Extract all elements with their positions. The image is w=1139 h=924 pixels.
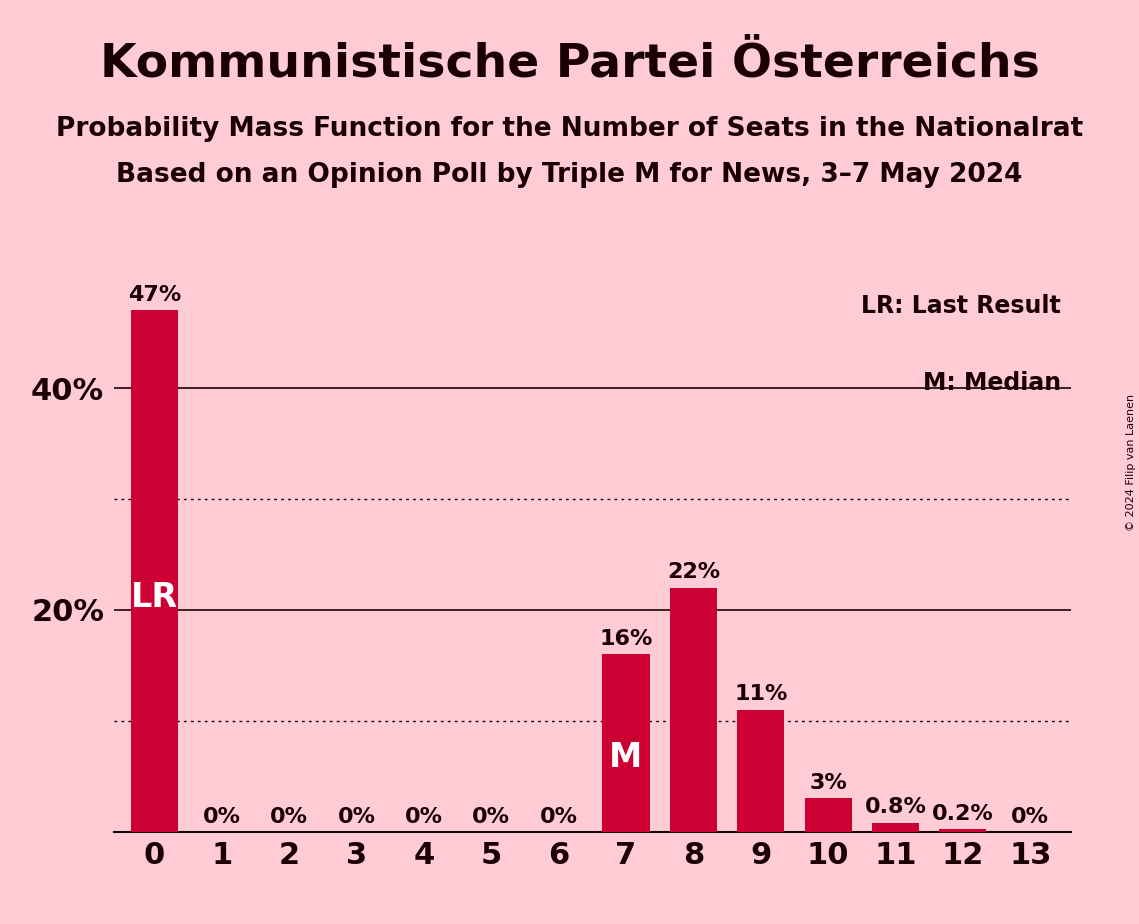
Text: 0%: 0% bbox=[1011, 808, 1049, 827]
Text: M: M bbox=[609, 741, 642, 773]
Text: Based on an Opinion Poll by Triple M for News, 3–7 May 2024: Based on an Opinion Poll by Triple M for… bbox=[116, 162, 1023, 188]
Bar bbox=[131, 310, 178, 832]
Text: 22%: 22% bbox=[666, 562, 720, 582]
Text: Probability Mass Function for the Number of Seats in the Nationalrat: Probability Mass Function for the Number… bbox=[56, 116, 1083, 141]
Text: 11%: 11% bbox=[734, 684, 787, 704]
Text: 3%: 3% bbox=[809, 772, 847, 793]
Text: 0%: 0% bbox=[337, 808, 376, 827]
Text: 0%: 0% bbox=[540, 808, 577, 827]
Text: 47%: 47% bbox=[128, 285, 181, 305]
Text: LR: Last Result: LR: Last Result bbox=[861, 294, 1062, 318]
Text: 0%: 0% bbox=[203, 808, 240, 827]
Bar bbox=[804, 798, 852, 832]
Text: 0.2%: 0.2% bbox=[932, 804, 993, 824]
Text: 0%: 0% bbox=[473, 808, 510, 827]
Text: LR: LR bbox=[131, 580, 178, 614]
Bar bbox=[670, 588, 716, 832]
Text: 16%: 16% bbox=[599, 628, 653, 649]
Text: M: Median: M: Median bbox=[923, 371, 1062, 395]
Bar bbox=[871, 822, 919, 832]
Text: 0%: 0% bbox=[404, 808, 443, 827]
Text: © 2024 Filip van Laenen: © 2024 Filip van Laenen bbox=[1126, 394, 1136, 530]
Text: 0%: 0% bbox=[270, 808, 308, 827]
Bar bbox=[940, 830, 986, 832]
Bar bbox=[603, 654, 649, 832]
Text: 0.8%: 0.8% bbox=[865, 797, 926, 817]
Text: Kommunistische Partei Österreichs: Kommunistische Partei Österreichs bbox=[99, 42, 1040, 87]
Bar bbox=[737, 710, 785, 832]
